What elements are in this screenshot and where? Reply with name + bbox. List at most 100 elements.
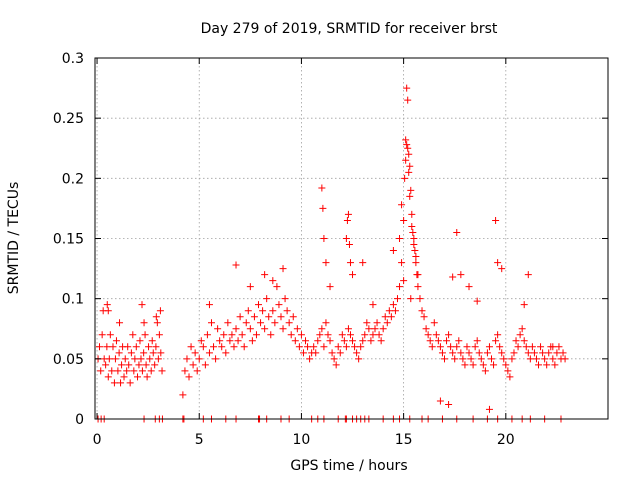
data-point — [408, 222, 416, 230]
data-point — [361, 331, 369, 339]
y-tick-label: 0 — [75, 412, 84, 428]
data-point — [140, 319, 148, 327]
data-point — [498, 349, 506, 357]
chart-title: Day 279 of 2019, SRMTID for receiver brs… — [201, 21, 498, 37]
data-point — [389, 247, 397, 255]
data-point — [95, 343, 103, 351]
data-point — [295, 343, 303, 351]
data-point — [402, 156, 410, 164]
data-point — [530, 349, 538, 357]
data-point — [236, 313, 244, 321]
data-point — [369, 331, 377, 339]
data-point — [344, 210, 352, 218]
data-point — [363, 319, 371, 327]
data-point — [185, 373, 193, 381]
data-point — [524, 349, 532, 357]
data-point — [134, 373, 142, 381]
data-point — [328, 349, 336, 357]
data-point — [455, 337, 463, 345]
y-tick-label: 0.2 — [62, 171, 84, 187]
data-point — [400, 277, 408, 285]
data-point — [330, 355, 338, 363]
data-point — [297, 331, 305, 339]
data-point — [287, 331, 295, 339]
data-point — [271, 319, 279, 327]
data-point — [114, 367, 122, 375]
data-point — [492, 216, 500, 224]
data-point — [434, 337, 442, 345]
data-point — [117, 379, 125, 387]
data-point — [314, 337, 322, 345]
data-point — [279, 325, 287, 333]
data-point — [154, 355, 162, 363]
data-point — [181, 367, 189, 375]
data-point — [289, 313, 297, 321]
data-point — [401, 174, 409, 182]
data-point — [115, 349, 123, 357]
data-point — [155, 331, 163, 339]
data-point — [285, 319, 293, 327]
data-point — [494, 331, 502, 339]
data-point — [344, 325, 352, 333]
data-point — [524, 271, 532, 279]
data-point — [157, 349, 165, 357]
data-point — [402, 136, 410, 144]
y-tick-label: 0.3 — [62, 51, 84, 67]
data-point — [432, 331, 440, 339]
data-point — [377, 337, 385, 345]
data-point — [332, 361, 340, 369]
data-point — [549, 355, 557, 363]
data-point — [246, 283, 254, 291]
data-point — [148, 337, 156, 345]
data-point — [104, 307, 112, 315]
data-point — [520, 337, 528, 345]
data-point — [449, 273, 457, 281]
data-point — [224, 319, 232, 327]
data-point — [342, 343, 350, 351]
data-point — [365, 325, 373, 333]
data-point — [381, 313, 389, 321]
data-point — [336, 349, 344, 357]
data-point — [398, 259, 406, 267]
x-tick-label: 5 — [195, 432, 204, 448]
data-point — [492, 337, 500, 345]
data-point — [189, 361, 197, 369]
data-point — [406, 162, 414, 170]
data-point — [273, 283, 281, 291]
data-point — [240, 343, 248, 351]
data-point — [404, 144, 412, 152]
data-point — [156, 307, 164, 315]
data-point — [400, 216, 408, 224]
data-point — [226, 337, 234, 345]
data-point — [430, 319, 438, 327]
data-point — [467, 355, 475, 363]
data-point — [121, 355, 129, 363]
data-point — [216, 337, 224, 345]
data-point — [407, 186, 415, 194]
x-tick-label: 10 — [293, 432, 311, 448]
data-point — [346, 259, 354, 267]
data-point — [105, 355, 113, 363]
data-point — [414, 271, 422, 279]
data-point — [299, 349, 307, 357]
data-point — [477, 355, 485, 363]
data-point — [528, 343, 536, 351]
data-point — [549, 343, 557, 351]
data-point — [127, 349, 135, 357]
grid — [95, 58, 608, 419]
data-point — [199, 343, 207, 351]
data-point — [135, 361, 143, 369]
data-point — [403, 141, 411, 149]
data-point — [543, 361, 551, 369]
data-point — [494, 259, 502, 267]
data-point — [457, 349, 465, 357]
data-point — [483, 349, 491, 357]
data-point — [234, 337, 242, 345]
data-point — [512, 337, 520, 345]
data-point — [436, 343, 444, 351]
data-point — [539, 349, 547, 357]
data-point — [359, 337, 367, 345]
data-point — [522, 343, 530, 351]
data-point — [232, 325, 240, 333]
data-point — [212, 355, 220, 363]
